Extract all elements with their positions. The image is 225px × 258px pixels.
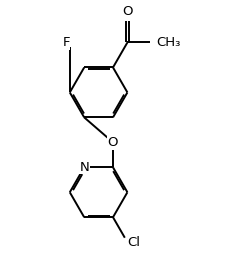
Text: N: N bbox=[79, 161, 89, 174]
Text: CH₃: CH₃ bbox=[155, 36, 180, 49]
Text: O: O bbox=[107, 136, 118, 149]
Text: F: F bbox=[62, 36, 70, 49]
Text: Cl: Cl bbox=[127, 236, 140, 249]
Text: O: O bbox=[122, 4, 132, 18]
